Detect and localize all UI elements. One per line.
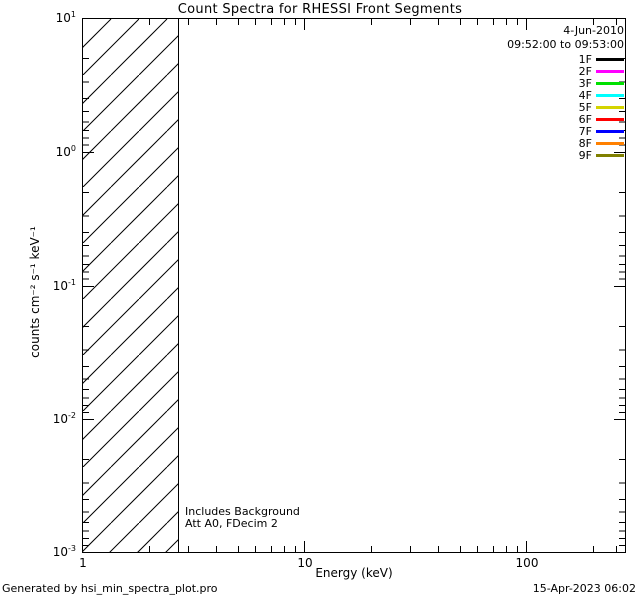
y-tick-label: 10-3 — [52, 544, 76, 560]
legend-item: 9F — [552, 149, 624, 161]
legend-item-label: 3F — [578, 76, 592, 90]
x-tick-label: 100 — [515, 556, 539, 570]
legend-item-label: 4F — [578, 88, 592, 102]
legend-item-label: 6F — [578, 112, 592, 126]
legend-item: 7F — [552, 125, 624, 137]
legend-item-label: 5F — [578, 100, 592, 114]
footer-timestamp: 15-Apr-2023 06:02 — [532, 582, 636, 595]
legend-swatch-icon — [596, 129, 624, 133]
y-tick-label: 10-2 — [52, 411, 76, 427]
annotation-attenuator-state: Att A0, FDecim 2 — [185, 517, 278, 530]
legend-item-label: 7F — [578, 124, 592, 138]
legend-item-label: 2F — [578, 64, 592, 78]
legend-swatch-icon — [596, 141, 624, 145]
excluded-energy-band-hatch — [83, 19, 178, 552]
legend-item: 6F — [552, 113, 624, 125]
legend-item: 3F — [552, 77, 624, 89]
legend-swatch-icon — [596, 69, 624, 73]
excluded-band-right-edge — [178, 19, 179, 552]
legend-item: 2F — [552, 65, 624, 77]
legend-item-label: 8F — [578, 136, 592, 150]
legend-swatch-icon — [596, 117, 624, 121]
page-title: Count Spectra for RHESSI Front Segments — [177, 2, 463, 17]
legend-swatch-icon — [596, 105, 624, 109]
legend-swatch-icon — [596, 153, 624, 157]
x-tick-label: 10 — [297, 556, 313, 570]
legend-swatch-icon — [596, 81, 624, 85]
legend-item: 8F — [552, 137, 624, 149]
legend-item-label: 9F — [578, 148, 592, 162]
y-tick-label: 10-1 — [52, 278, 76, 294]
legend-item: 1F — [552, 53, 624, 65]
legend-swatch-icon — [596, 57, 624, 61]
observation-date: 4-Jun-2010 — [563, 24, 624, 37]
x-tick-label: 1 — [79, 556, 87, 570]
legend-item: 4F — [552, 89, 624, 101]
legend-item-label: 1F — [578, 52, 592, 66]
y-axis-title: counts cm⁻² s⁻¹ keV⁻¹ — [28, 226, 42, 358]
legend-item: 5F — [552, 101, 624, 113]
observation-time-range: 09:52:00 to 09:53:00 — [507, 38, 624, 51]
x-axis-title: Energy (keV) — [315, 566, 393, 580]
annotation-includes-background: Includes Background — [185, 505, 300, 518]
legend-swatch-icon — [596, 93, 624, 97]
y-tick-label: 101 — [55, 10, 76, 26]
footer-generator: Generated by hsi_min_spectra_plot.pro — [2, 582, 218, 595]
legend: 1F 2F 3F 4F 5F 6F 7F 8F — [552, 53, 624, 161]
y-tick-label: 100 — [55, 144, 76, 160]
